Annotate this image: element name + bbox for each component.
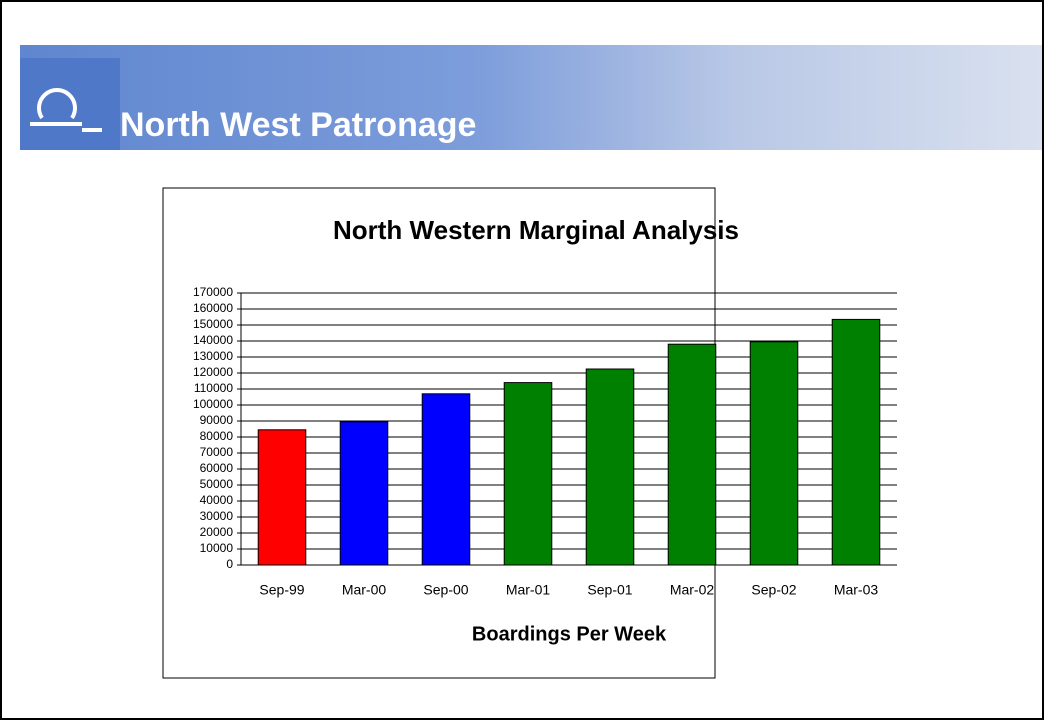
x-tick-label: Sep-02 (751, 582, 796, 598)
bar (586, 369, 634, 565)
y-tick-label: 0 (226, 557, 233, 571)
x-tick-label: Mar-02 (670, 582, 715, 598)
y-tick-label: 20000 (200, 525, 234, 539)
slide: North West Patronage North Western Margi… (0, 0, 1044, 720)
logo-box (20, 58, 120, 150)
x-tick-label: Mar-00 (342, 582, 387, 598)
x-tick-label: Sep-01 (587, 582, 632, 598)
bar (504, 383, 552, 565)
y-tick-label: 120000 (193, 365, 233, 379)
bar (340, 422, 388, 565)
y-tick-label: 140000 (193, 333, 233, 347)
y-tick-label: 100000 (193, 397, 233, 411)
bar (668, 344, 716, 565)
bar (422, 394, 470, 565)
y-tick-label: 30000 (200, 509, 234, 523)
x-tick-label: Mar-03 (834, 582, 879, 598)
x-tick-label: Sep-99 (259, 582, 304, 598)
y-tick-label: 50000 (200, 477, 234, 491)
bar (832, 319, 880, 565)
x-tick-label: Mar-01 (506, 582, 551, 598)
y-tick-label: 10000 (200, 541, 234, 555)
y-tick-label: 130000 (193, 349, 233, 363)
chart-title: North Western Marginal Analysis (333, 215, 739, 245)
bar (750, 342, 798, 565)
x-axis-title: Boardings Per Week (472, 623, 667, 645)
y-tick-label: 160000 (193, 301, 233, 315)
y-tick-label: 40000 (200, 493, 234, 507)
y-tick-label: 60000 (200, 461, 234, 475)
y-tick-label: 150000 (193, 317, 233, 331)
y-tick-label: 110000 (194, 381, 233, 395)
bar (258, 430, 306, 565)
slide-title: North West Patronage (120, 106, 476, 144)
y-tick-label: 80000 (200, 429, 234, 443)
y-tick-label: 70000 (200, 445, 234, 459)
x-tick-label: Sep-00 (423, 582, 468, 598)
y-tick-label: 90000 (200, 413, 234, 427)
y-tick-label: 170000 (193, 285, 233, 299)
